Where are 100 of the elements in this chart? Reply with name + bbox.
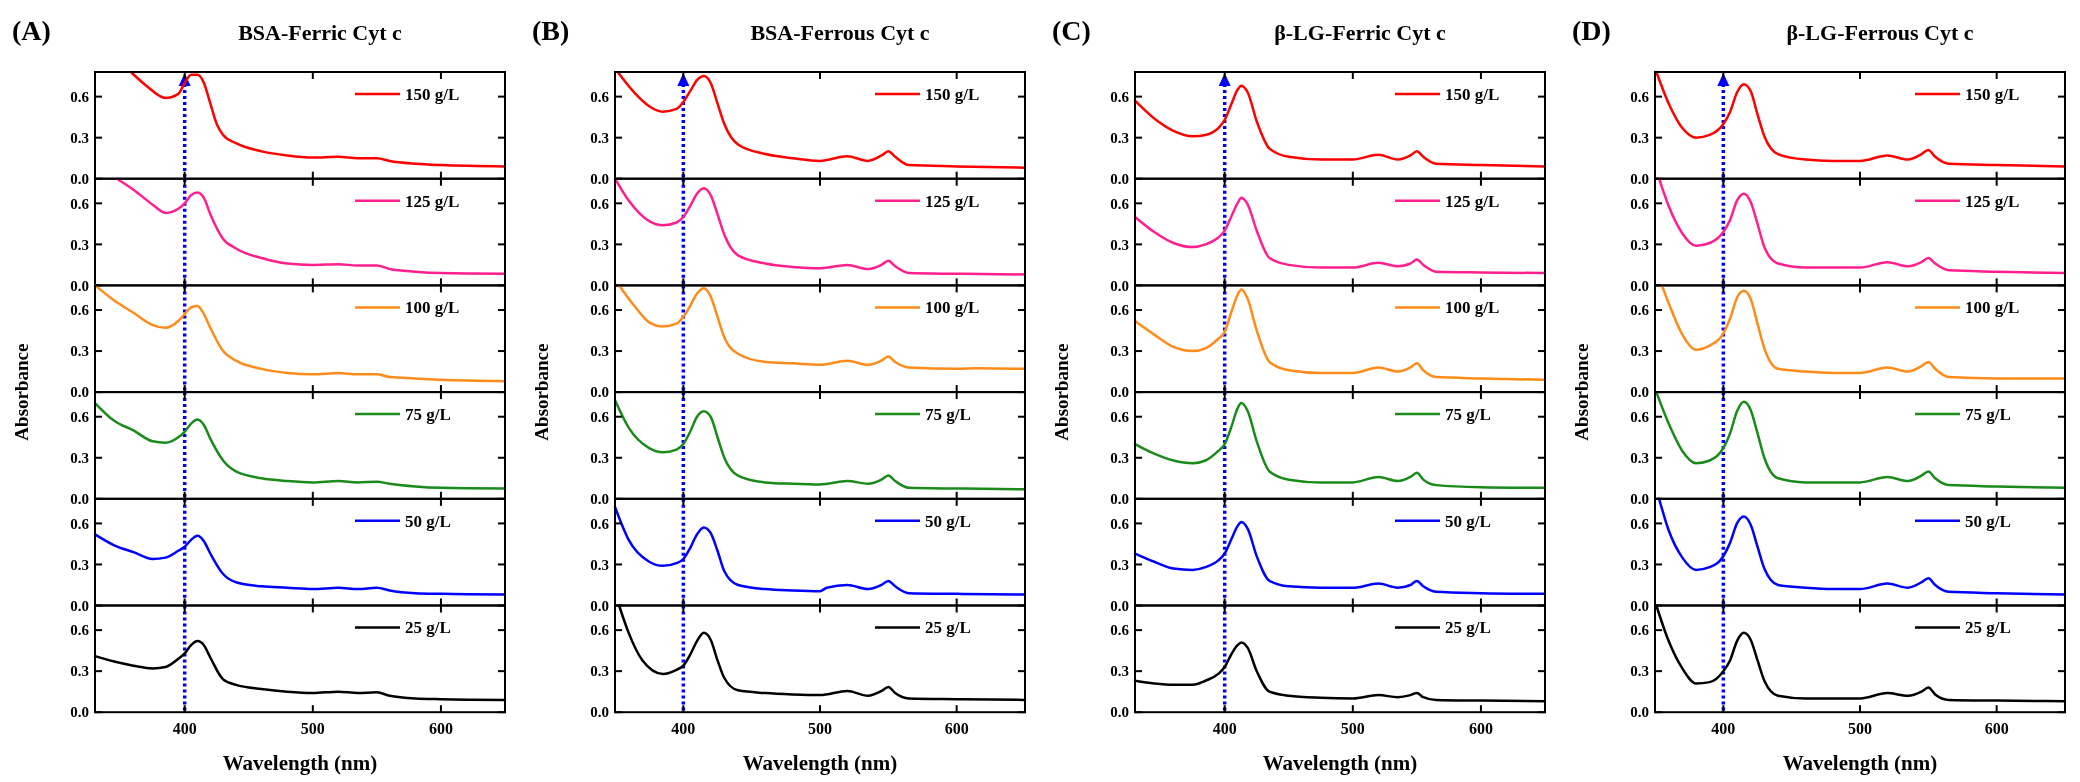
x-tick-label: 600 <box>944 720 969 738</box>
x-axis-title: Wavelength (nm) <box>742 751 898 776</box>
y-tick-label: 0.3 <box>1630 556 1649 573</box>
y-tick-label: 0.0 <box>1630 277 1649 294</box>
legend-label: 25 g/L <box>405 618 451 638</box>
x-axis-title: Wavelength (nm) <box>1782 751 1938 776</box>
y-tick-label: 0.3 <box>70 236 89 253</box>
legend-label: 75 g/L <box>925 405 971 425</box>
legend-label: 150 g/L <box>405 84 460 104</box>
y-tick-label: 0.6 <box>590 195 610 212</box>
y-tick-label: 0.0 <box>590 704 609 721</box>
legend-label: 25 g/L <box>1445 618 1491 638</box>
legend-label: 75 g/L <box>1445 405 1491 425</box>
line-series <box>129 70 507 168</box>
y-tick-label: 0.0 <box>1110 704 1129 721</box>
line-series <box>1133 288 1547 382</box>
line-series <box>93 284 507 383</box>
line-series <box>1655 70 2067 168</box>
text: (B) <box>532 15 570 46</box>
legend-label: 150 g/L <box>925 84 980 104</box>
x-tick-label: 400 <box>1711 720 1736 738</box>
y-tick-label: 0.3 <box>70 129 89 146</box>
y-tick-label: 0.6 <box>590 302 610 319</box>
x-tick-label: 500 <box>300 720 325 738</box>
y-tick-label: 0.3 <box>590 129 609 146</box>
y-tick-label: 0.6 <box>70 302 90 319</box>
y-tick-label: 0.3 <box>590 556 609 573</box>
y-tick-label: 0.3 <box>590 343 609 360</box>
y-tick-label: 0.6 <box>70 195 90 212</box>
chart-title: BSA-Ferric Cyt c <box>238 20 403 45</box>
y-tick-label: 0.3 <box>1630 236 1649 253</box>
y-tick-label: 0.6 <box>70 408 90 425</box>
legend-label: 150 g/L <box>1445 84 1500 104</box>
legend-label: 50 g/L <box>1445 511 1491 531</box>
x-tick-label: 600 <box>428 720 453 738</box>
y-tick-label: 0.0 <box>590 597 609 614</box>
legend-label: 50 g/L <box>1965 511 2011 531</box>
y-tick-label: 0.3 <box>1630 663 1649 680</box>
y-tick-label: 0.6 <box>590 515 610 532</box>
legend-label: 100 g/L <box>1965 298 2020 318</box>
y-tick-label: 0.3 <box>1110 450 1129 467</box>
legend-label: 150 g/L <box>1965 84 2020 104</box>
y-tick-label: 0.3 <box>1110 343 1129 360</box>
y-tick-label: 0.0 <box>1110 277 1129 294</box>
legend-label: 100 g/L <box>405 298 460 318</box>
y-tick-label: 0.0 <box>70 491 89 508</box>
line-series <box>1655 390 2067 490</box>
y-tick-label: 0.0 <box>590 277 609 294</box>
y-tick-label: 0.6 <box>590 88 610 105</box>
y-tick-label: 0.0 <box>70 277 89 294</box>
y-tick-label: 0.0 <box>590 384 609 401</box>
y-tick-label: 0.0 <box>1110 384 1129 401</box>
y-tick-label: 0.6 <box>70 515 90 532</box>
y-tick-label: 0.0 <box>1110 170 1129 187</box>
y-tick-label: 0.0 <box>70 384 89 401</box>
x-tick-label: 600 <box>1468 720 1493 738</box>
text: (A) <box>12 15 51 46</box>
legend-label: 75 g/L <box>1965 405 2011 425</box>
line-series <box>115 177 507 276</box>
legend-label: 100 g/L <box>925 298 980 318</box>
y-tick-label: 0.3 <box>70 450 89 467</box>
line-series <box>613 177 1027 276</box>
y-tick-label: 0.0 <box>70 597 89 614</box>
x-tick-label: 400 <box>1212 720 1237 738</box>
legend-label: 125 g/L <box>1445 191 1500 211</box>
legend-label: 125 g/L <box>925 191 980 211</box>
legend-label: 75 g/L <box>405 405 451 425</box>
legend-label: 50 g/L <box>405 511 451 531</box>
y-tick-label: 0.0 <box>1630 170 1649 187</box>
x-tick-label: 600 <box>1984 720 2009 738</box>
y-tick-label: 0.0 <box>1110 491 1129 508</box>
line-series <box>1133 196 1547 275</box>
y-tick-label: 0.0 <box>70 170 89 187</box>
line-series <box>1133 401 1547 490</box>
x-tick-label: 500 <box>1848 720 1872 738</box>
legend-label: 25 g/L <box>925 618 971 638</box>
legend-label: 125 g/L <box>405 191 460 211</box>
y-tick-label: 0.6 <box>590 622 610 639</box>
line-series <box>1133 84 1547 168</box>
legend-label: 125 g/L <box>1965 191 2020 211</box>
y-tick-label: 0.3 <box>1110 663 1129 680</box>
legend-label: 100 g/L <box>1445 298 1500 318</box>
y-tick-label: 0.6 <box>1630 622 1650 639</box>
y-tick-label: 0.6 <box>70 622 90 639</box>
chart-title: β-LG-Ferric Cyt c <box>1274 20 1447 45</box>
y-tick-label: 0.6 <box>1110 302 1130 319</box>
y-tick-label: 0.6 <box>1630 408 1650 425</box>
y-tick-label: 0.3 <box>1630 129 1649 146</box>
y-tick-label: 0.3 <box>1630 450 1649 467</box>
x-tick-label: 500 <box>1340 720 1365 738</box>
y-tick-label: 0.0 <box>1630 704 1649 721</box>
line-series <box>1660 284 2067 380</box>
line-series <box>616 70 1027 170</box>
y-tick-label: 0.6 <box>590 408 610 425</box>
line-series <box>613 399 1027 491</box>
y-tick-label: 0.0 <box>1630 384 1649 401</box>
y-tick-label: 0.6 <box>1110 622 1130 639</box>
x-axis-title: Wavelength (nm) <box>222 751 378 776</box>
y-tick-label: 0.3 <box>70 343 89 360</box>
text: (D) <box>1572 15 1611 46</box>
